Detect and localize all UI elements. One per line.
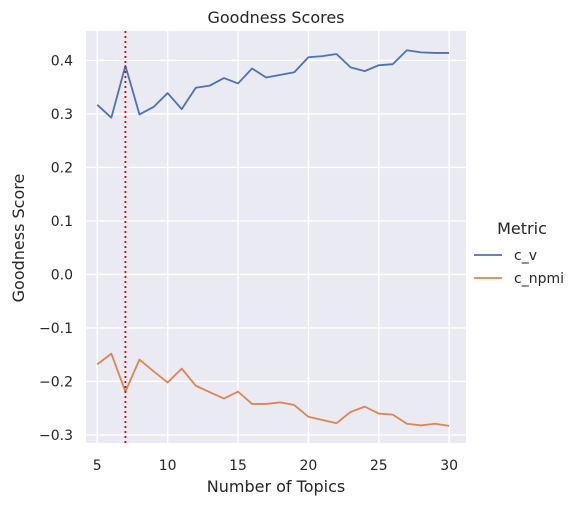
plot-background bbox=[86, 31, 466, 443]
x-tick-label: 10 bbox=[159, 458, 177, 474]
y-tick-labels: −0.3 −0.2 −0.1 0.0 0.1 0.2 0.3 0.4 bbox=[39, 53, 73, 444]
y-axis-title: Goodness Score bbox=[9, 174, 28, 303]
x-tick-label: 30 bbox=[440, 458, 458, 474]
x-tick-label: 20 bbox=[299, 458, 317, 474]
x-tick-label: 15 bbox=[229, 458, 247, 474]
legend-items: c_v c_npmi bbox=[474, 248, 564, 287]
legend-label-c_npmi: c_npmi bbox=[514, 271, 564, 287]
y-tick-label: −0.3 bbox=[39, 428, 73, 444]
y-tick-label: 0.0 bbox=[51, 267, 73, 283]
y-tick-label: 0.4 bbox=[51, 53, 73, 69]
y-tick-label: −0.2 bbox=[39, 374, 73, 390]
y-tick-label: 0.3 bbox=[51, 107, 73, 123]
x-axis-title: Number of Topics bbox=[207, 477, 345, 496]
series-line-c_v bbox=[96, 49, 450, 119]
chart-title: Goodness Scores bbox=[207, 8, 344, 27]
x-tick-labels: 5 10 15 20 25 30 bbox=[93, 458, 458, 474]
series-line-c_npmi bbox=[96, 352, 450, 427]
y-tick-label: 0.2 bbox=[51, 160, 73, 176]
legend-label-c_v: c_v bbox=[514, 248, 537, 264]
series-layer bbox=[96, 49, 450, 427]
legend-title: Metric bbox=[497, 219, 547, 238]
legend: Metric c_v c_npmi bbox=[474, 219, 564, 287]
y-tick-label: 0.1 bbox=[51, 214, 73, 230]
x-tick-label: 25 bbox=[370, 458, 388, 474]
y-tick-label: −0.1 bbox=[39, 321, 73, 337]
x-tick-label: 5 bbox=[93, 458, 102, 474]
grid bbox=[86, 31, 466, 443]
